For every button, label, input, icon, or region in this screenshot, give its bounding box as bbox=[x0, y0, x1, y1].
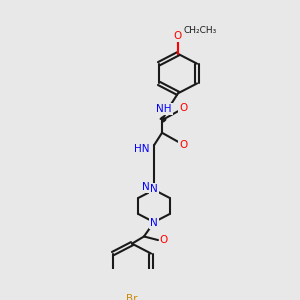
Text: N: N bbox=[142, 182, 150, 192]
Text: O: O bbox=[174, 31, 182, 41]
Text: N: N bbox=[150, 184, 158, 194]
Text: N: N bbox=[150, 218, 158, 228]
Text: Br: Br bbox=[126, 294, 138, 300]
Text: NH: NH bbox=[156, 104, 172, 114]
Text: O: O bbox=[179, 140, 187, 150]
Text: O: O bbox=[179, 103, 187, 113]
Text: HN: HN bbox=[134, 144, 150, 154]
Text: CH₂CH₃: CH₂CH₃ bbox=[183, 26, 217, 35]
Text: O: O bbox=[160, 235, 168, 245]
